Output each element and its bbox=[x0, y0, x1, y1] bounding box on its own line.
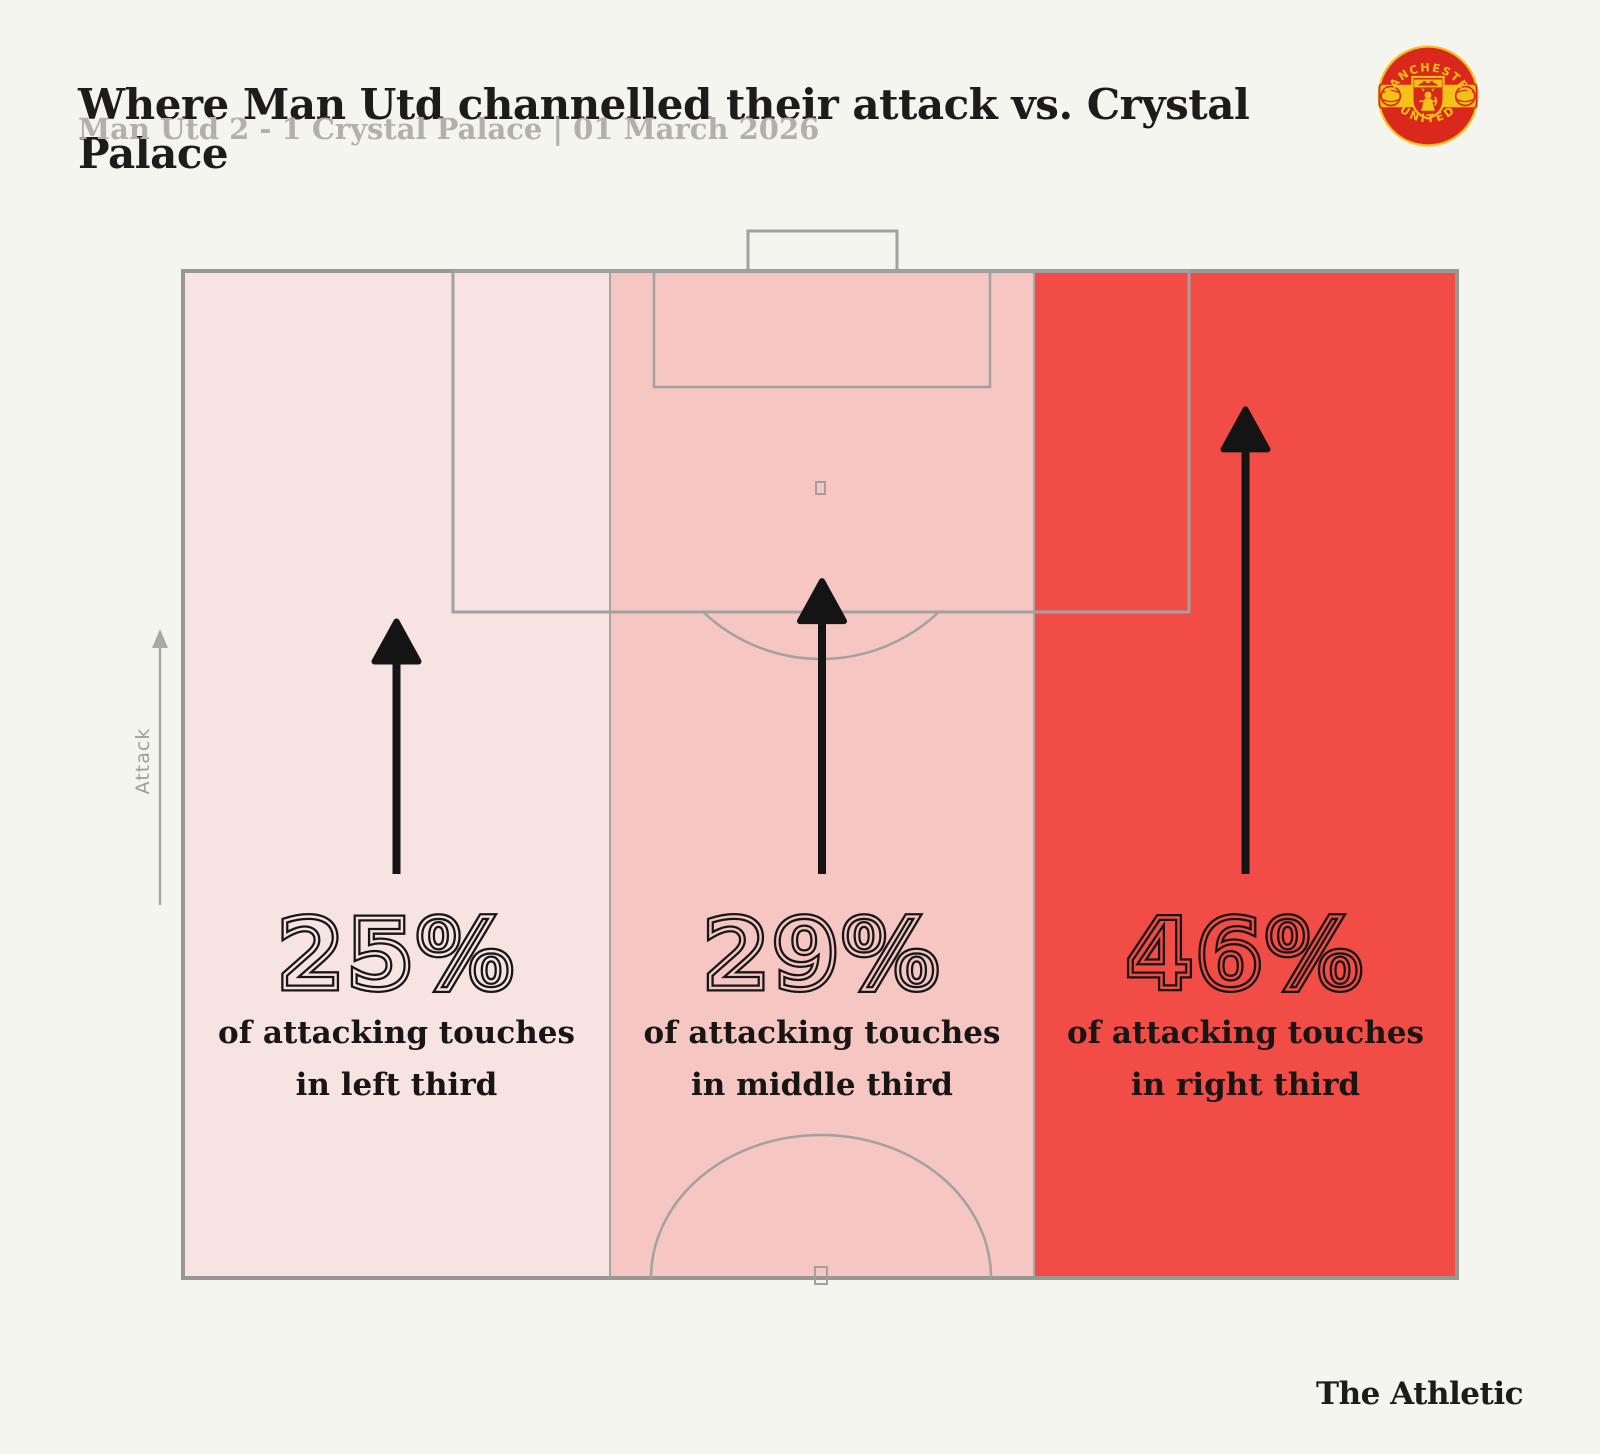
left-third-caption: of attacking touches in left third bbox=[183, 1007, 610, 1111]
crest-ship bbox=[1417, 81, 1439, 86]
attack-direction-head bbox=[152, 629, 168, 648]
left-third-caption-line2: in left third bbox=[295, 1067, 498, 1103]
right-third-stats: 46% 46% of attacking touches in right th… bbox=[1034, 899, 1457, 1111]
middle-third-stats: 29% 29% of attacking touches in middle t… bbox=[610, 899, 1034, 1111]
penalty-arc bbox=[701, 612, 941, 661]
right-third-caption-line1: of attacking touches bbox=[1067, 1015, 1424, 1051]
pitch-border bbox=[181, 269, 1459, 1280]
middle-third-caption: of attacking touches in middle third bbox=[610, 1007, 1034, 1111]
attack-direction-arrow bbox=[152, 629, 168, 905]
zone-middle-third bbox=[609, 270, 1035, 1279]
penalty-area bbox=[451, 269, 1191, 614]
middle-third-caption-line1: of attacking touches bbox=[643, 1015, 1001, 1051]
crest-devil-trident bbox=[1419, 96, 1438, 106]
man-utd-crest-icon: MANCHESTER UNITED bbox=[1377, 45, 1479, 147]
right-third-percentage: 46% 46% bbox=[1123, 899, 1366, 1011]
penalty-spot bbox=[815, 481, 826, 495]
crest-football-left-seams bbox=[1382, 89, 1399, 103]
right-third-arrow-head bbox=[1220, 406, 1271, 453]
right-third-caption: of attacking touches in right third bbox=[1034, 1007, 1457, 1111]
six-yard-box bbox=[652, 269, 992, 389]
left-third-percentage-inline: 25% bbox=[276, 899, 516, 1011]
crest-football-right-seams bbox=[1457, 89, 1474, 103]
centre-circle bbox=[649, 1133, 993, 1279]
match-subtitle: Man Utd 2 - 1 Crystal Palace | 01 March … bbox=[78, 112, 820, 146]
centre-mark bbox=[814, 1266, 828, 1285]
middle-third-percentage: 29% 29% bbox=[699, 899, 942, 1011]
attack-label: Attack bbox=[132, 727, 154, 795]
goal bbox=[746, 229, 899, 273]
page-title: Where Man Utd channelled their attack vs… bbox=[78, 80, 1250, 179]
middle-third-caption-line2: in middle third bbox=[691, 1067, 953, 1103]
right-third-percentage-text: 46% bbox=[1123, 899, 1366, 1011]
zone-left-third bbox=[182, 270, 611, 1279]
left-third-percentage: 25% 25% bbox=[274, 899, 517, 1011]
middle-third-arrow-head bbox=[797, 578, 847, 625]
left-third-percentage-text: 25% bbox=[274, 899, 517, 1011]
crest-devil-horns bbox=[1421, 88, 1435, 92]
left-third-arrow-head bbox=[371, 618, 422, 665]
publisher-wordmark: The Athletic bbox=[1316, 1376, 1523, 1412]
left-third-arrow bbox=[371, 618, 422, 874]
middle-third-percentage-text: 29% bbox=[699, 899, 942, 1011]
middle-third-percentage-inline: 29% bbox=[701, 899, 942, 1011]
crest-devil-head bbox=[1424, 91, 1432, 99]
zone-right-third bbox=[1033, 270, 1458, 1279]
right-third-percentage-inline: 46% bbox=[1125, 899, 1365, 1011]
left-third-caption-line1: of attacking touches bbox=[218, 1015, 575, 1051]
left-third-stats: 25% 25% of attacking touches in left thi… bbox=[183, 899, 610, 1111]
right-third-arrow bbox=[1220, 406, 1271, 874]
right-third-caption-line2: in right third bbox=[1130, 1067, 1361, 1103]
crest-ring bbox=[1377, 45, 1479, 147]
middle-third-arrow bbox=[797, 578, 847, 874]
